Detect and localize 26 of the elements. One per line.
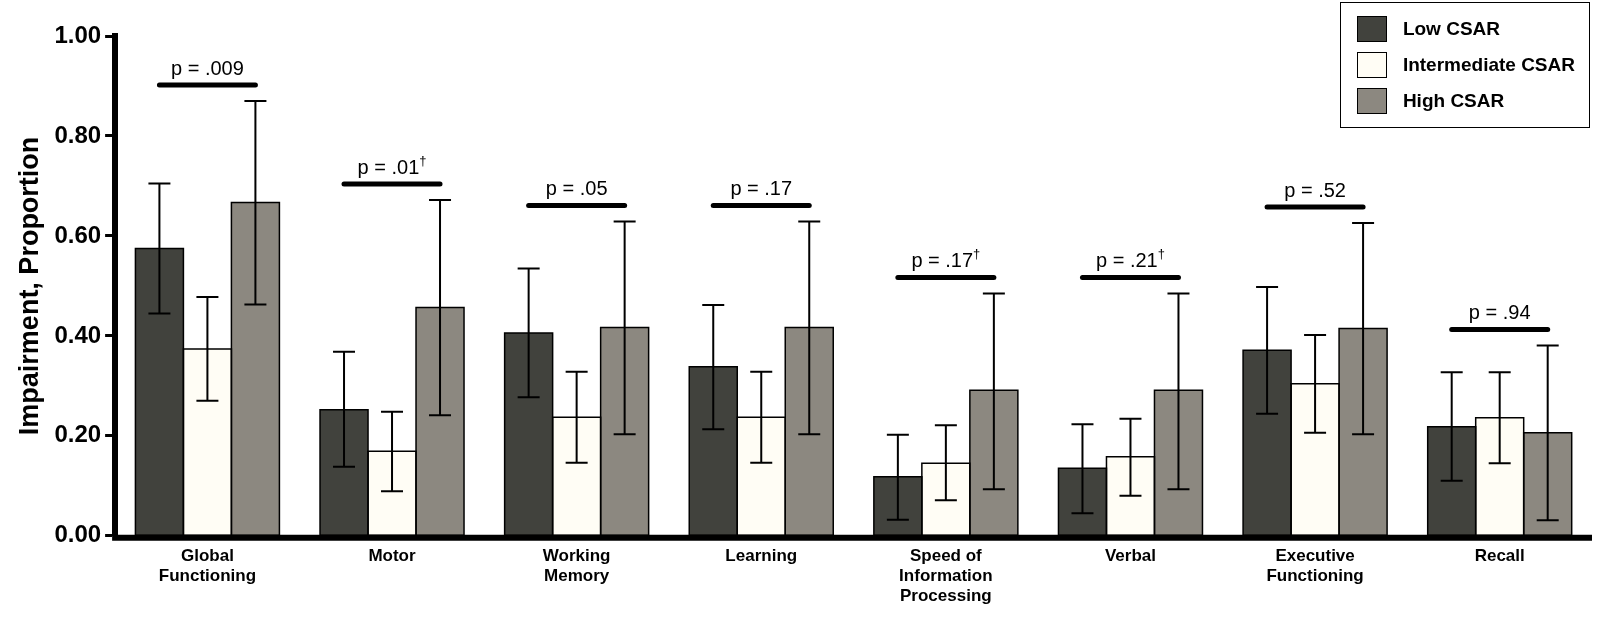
legend-label: Intermediate CSAR: [1402, 54, 1575, 76]
legend-label: Low CSAR: [1402, 18, 1500, 40]
y-tick-label: 0.20: [54, 420, 102, 448]
annotation: p = .21†: [1096, 246, 1165, 272]
y-tick-label: 0.40: [54, 320, 102, 348]
x-tick-label: Executive Functioning: [1266, 545, 1364, 586]
x-tick-label: Verbal: [1104, 545, 1156, 565]
annotation: p = .52: [1284, 178, 1346, 201]
x-tick-label: Working Memory: [542, 545, 611, 586]
annotation: p = .17†: [911, 246, 981, 272]
legend-label: High CSAR: [1402, 90, 1505, 112]
y-tick-label: 0.00: [54, 520, 102, 548]
x-tick-label: Recall: [1474, 545, 1525, 565]
x-tick-label: Motor: [368, 545, 417, 565]
x-tick-label: Global Functioning: [158, 545, 257, 586]
x-tick-label: Learning: [725, 545, 798, 565]
annotation: p = .05: [545, 177, 608, 200]
y-tick-label: 1.00: [54, 20, 102, 48]
annotation: p = .17: [730, 177, 793, 200]
y-axis-title: Impairment, Proportion: [13, 136, 44, 436]
x-tick-label: Speed of Information Processing: [899, 545, 993, 606]
y-tick-label: 0.60: [54, 220, 102, 248]
annotation: p = .01†: [357, 152, 427, 178]
annotation: p = .94: [1468, 301, 1531, 324]
y-tick-label: 0.80: [54, 120, 102, 148]
annotation: p = .009: [171, 56, 244, 79]
